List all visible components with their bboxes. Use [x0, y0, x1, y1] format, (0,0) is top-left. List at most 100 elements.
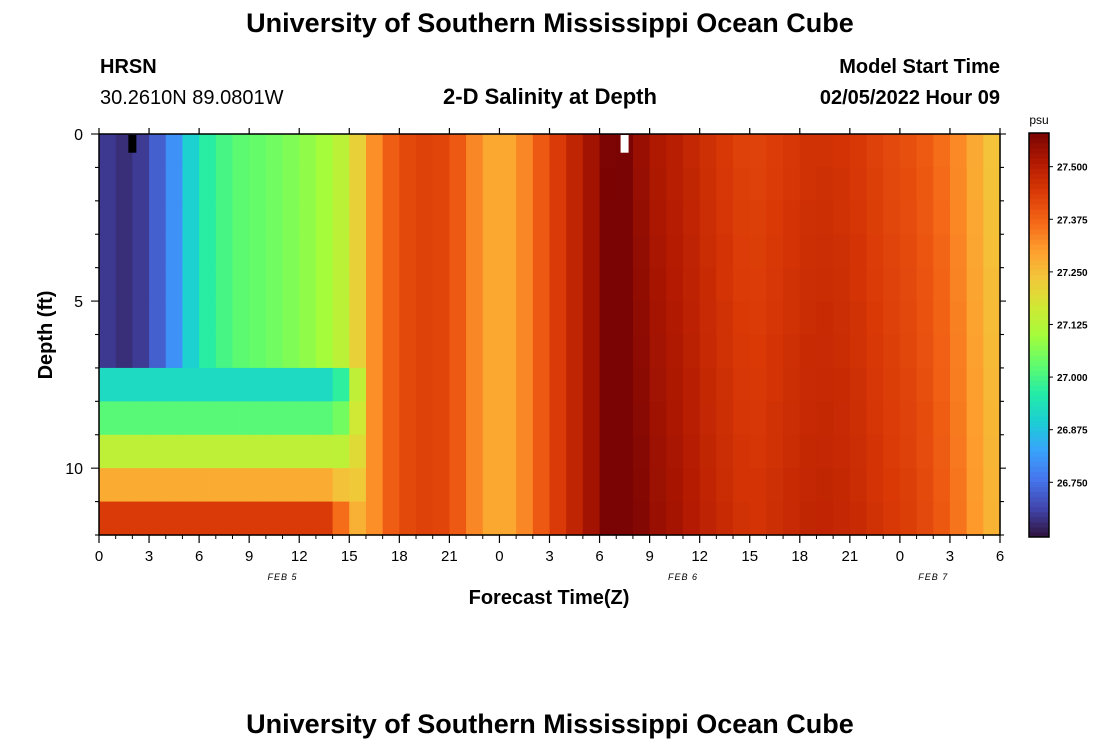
heatmap-cell: [799, 367, 818, 402]
heatmap-cell: [749, 501, 768, 536]
heatmap-cell: [833, 468, 851, 503]
heatmap-cell: [282, 234, 300, 269]
heatmap-cell: [916, 468, 934, 503]
heatmap-cell: [482, 468, 501, 503]
heatmap-cell: [182, 234, 200, 269]
heatmap-cell: [849, 334, 868, 369]
heatmap-cell: [682, 401, 701, 436]
heatmap-cell: [649, 167, 667, 202]
heatmap-cell: [265, 334, 284, 369]
heatmap-cell: [232, 401, 250, 436]
heatmap-cell: [666, 234, 684, 269]
heatmap-cell: [215, 334, 234, 369]
heatmap-cell: [99, 200, 117, 235]
heatmap-cell: [416, 301, 434, 336]
heatmap-cell: [949, 434, 968, 469]
heatmap-cell: [332, 134, 350, 169]
heatmap-cell: [149, 200, 167, 235]
heatmap-cell: [682, 234, 701, 269]
colorbar-segment: [1029, 400, 1049, 407]
heatmap-cell: [466, 401, 484, 436]
heatmap-cell: [282, 167, 300, 202]
heatmap-cell: [115, 501, 133, 536]
heatmap-cell: [466, 434, 484, 469]
heatmap-cell: [399, 468, 417, 503]
colorbar-segment: [1029, 198, 1049, 205]
heatmap-cell: [566, 468, 584, 503]
colorbar-segment: [1029, 405, 1049, 412]
heatmap-cell: [699, 367, 717, 402]
heatmap-cell: [749, 468, 768, 503]
heatmap-cell: [99, 167, 117, 202]
heatmap-cell: [549, 267, 567, 302]
heatmap-cell: [149, 301, 167, 336]
heatmap-cell: [132, 468, 150, 503]
heatmap-cell: [716, 200, 734, 235]
heatmap-cell: [549, 234, 567, 269]
heatmap-cell: [566, 134, 584, 169]
colorbar-segment: [1029, 314, 1049, 321]
colorbar-segment: [1029, 365, 1049, 371]
heatmap-cell: [983, 200, 1001, 235]
heatmap-cell: [866, 200, 884, 235]
heatmap-cell: [332, 167, 350, 202]
heatmap-cell: [816, 267, 834, 302]
heatmap-cell: [132, 234, 150, 269]
heatmap-cell: [199, 234, 217, 269]
heatmap-cell: [599, 301, 617, 336]
colorbar-segment: [1029, 269, 1049, 275]
heatmap-cell: [532, 401, 551, 436]
heatmap-cell: [449, 200, 467, 235]
heatmap-cell: [766, 267, 784, 302]
heatmap-cell: [199, 167, 217, 202]
colorbar-segment: [1029, 350, 1049, 356]
colorbar-segment: [1029, 148, 1049, 154]
heatmap-cell: [382, 301, 400, 336]
colorbar-segment: [1029, 521, 1049, 528]
colorbar-segment: [1029, 410, 1049, 417]
heatmap-cell: [399, 501, 417, 536]
heatmap-cell: [766, 468, 784, 503]
colorbar-segment: [1029, 430, 1049, 437]
colorbar-segment: [1029, 526, 1049, 533]
heatmap-cell: [516, 434, 534, 469]
heatmap-cell: [532, 267, 551, 302]
heatmap-cell: [232, 301, 250, 336]
heatmap-cell: [783, 200, 801, 235]
heatmap-cell: [332, 468, 350, 503]
heatmap-cell: [649, 301, 667, 336]
heatmap-cell: [783, 301, 801, 336]
heatmap-cell: [199, 501, 217, 536]
heatmap-cell: [315, 501, 334, 536]
heatmap-cell: [966, 301, 984, 336]
heatmap-cell: [399, 434, 417, 469]
colorbar-segment: [1029, 476, 1049, 482]
heatmap-cell: [215, 367, 234, 402]
heatmap-cell: [399, 134, 417, 169]
heatmap-cell: [215, 167, 234, 202]
heatmap-cell: [265, 167, 284, 202]
heatmap-cell: [182, 367, 200, 402]
heatmap-cell: [866, 134, 884, 169]
heatmap-cell: [949, 167, 968, 202]
heatmap-cell: [365, 367, 384, 402]
heatmap-cell: [249, 234, 267, 269]
heatmap-cell: [833, 234, 851, 269]
heatmap-cell: [382, 434, 400, 469]
heatmap-cell: [766, 167, 784, 202]
heatmap-cell: [749, 434, 768, 469]
heatmap-cell: [833, 200, 851, 235]
heatmap-cell: [549, 167, 567, 202]
heatmap-cell: [916, 434, 934, 469]
heatmap-cell: [332, 401, 350, 436]
heatmap-cell: [983, 267, 1001, 302]
heatmap-cell: [299, 367, 317, 402]
heatmap-cell: [883, 367, 901, 402]
heatmap-cell: [132, 434, 150, 469]
x-tick-label: 0: [896, 548, 904, 565]
heatmap-cell: [182, 434, 200, 469]
heatmap-cell: [566, 501, 584, 536]
heatmap-cell: [682, 134, 701, 169]
heatmap-cell: [549, 434, 567, 469]
heatmap-cell: [816, 334, 834, 369]
